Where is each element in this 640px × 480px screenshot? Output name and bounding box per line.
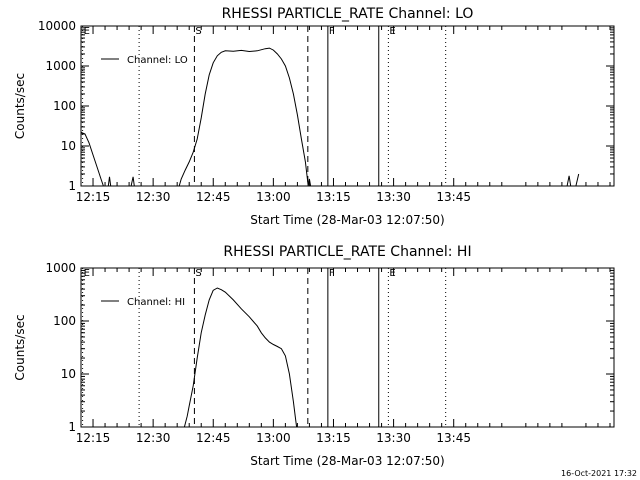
panel-lo: RHESSI PARTICLE_RATE Channel: LO E S F E 1 10 1… [13,6,615,227]
footer-timestamp: 16-Oct-2021 17:32 [561,469,637,478]
x-tick-label: 13:00 [256,190,291,204]
plot-frame [80,267,615,428]
marker-label: E [389,26,395,37]
x-tick-label: 12:45 [196,431,231,445]
x-tick-label: 13:45 [436,431,471,445]
marker-label: E [84,268,90,279]
chart-title: RHESSI PARTICLE_RATE Channel: HI [223,244,471,260]
x-tick-label: 12:45 [196,190,231,204]
x-axis-label: Start Time (28-Mar-03 12:07:50) [250,213,444,227]
legend-label: Channel: HI [127,297,185,308]
y-tick-label: 10 [61,367,76,381]
y-axis-label: Counts/sec [13,314,27,380]
x-tick-label: 13:15 [316,431,351,445]
chart-title: RHESSI PARTICLE_RATE Channel: LO [222,6,474,22]
plot-frame [80,25,615,187]
x-tick-label: 12:30 [136,190,171,204]
x-tick-label: 13:30 [376,431,411,445]
x-tick-label: 12:30 [136,431,171,445]
y-tick-label: 1 [68,179,76,193]
x-tick-label: 13:30 [376,190,411,204]
series-line-channel-hi [183,287,298,427]
marker-label: F [329,26,335,37]
x-tick-label: 13:45 [436,190,471,204]
y-tick-label: 100 [53,314,76,328]
marker-label: F [329,268,335,279]
y-tick-label: 1000 [45,261,76,275]
y-axis-label: Counts/sec [13,73,27,139]
x-tick-label: 13:00 [256,431,291,445]
marker-label: E [389,268,395,279]
x-axis-label: Start Time (28-Mar-03 12:07:50) [250,454,444,468]
y-tick-label: 1 [68,420,76,434]
series-line-channel-lo [81,47,580,186]
y-tick-label: 100 [53,99,76,113]
marker-label: E [84,26,90,37]
y-tick-label: 10 [61,139,76,153]
x-tick-label: 12:15 [76,190,111,204]
marker-label: S [195,268,201,279]
y-tick-label: 1000 [45,59,76,73]
marker-label: S [195,26,201,37]
x-tick-label: 13:15 [316,190,351,204]
legend-label: Channel: LO [127,55,188,66]
panel-hi: RHESSI PARTICLE_RATE Channel: HI E S F E 1 10 1… [13,244,615,468]
y-tick-label: 10000 [38,19,76,33]
x-tick-label: 12:15 [76,431,111,445]
